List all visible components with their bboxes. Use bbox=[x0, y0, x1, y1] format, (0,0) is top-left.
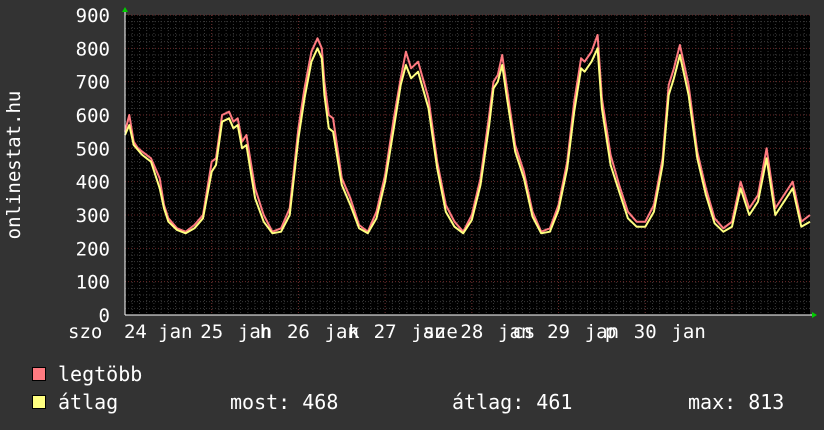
legend-item-atlag: átlag bbox=[32, 390, 118, 414]
y-tick-labels: 0 100 200 300 400 500 600 700 800 900 bbox=[76, 5, 110, 327]
x-axis-arrow-icon bbox=[812, 312, 817, 318]
y-tick-label: 700 bbox=[76, 72, 110, 94]
series-group bbox=[124, 34, 811, 235]
y-axis-arrow-icon bbox=[122, 7, 128, 12]
x-tick-label: 29 bbox=[547, 321, 570, 343]
x-tick-label: h bbox=[260, 321, 271, 343]
x-tick-label: jan bbox=[411, 321, 445, 343]
legend-swatch-legtobb bbox=[32, 367, 46, 381]
series-line-legtobb bbox=[124, 34, 811, 233]
stat-max: max: 813 bbox=[688, 390, 785, 414]
y-tick-label: 500 bbox=[76, 138, 110, 160]
legend-label-legtobb: legtöbb bbox=[58, 362, 143, 386]
y-tick-label: 600 bbox=[76, 105, 110, 127]
stat-average: átlag: 461 bbox=[452, 390, 573, 414]
x-tick-label: jan bbox=[238, 321, 272, 343]
x-tick-label: jan bbox=[498, 321, 532, 343]
y-axis-label: onlinestat.hu bbox=[3, 91, 25, 240]
x-tick-label: k bbox=[348, 321, 360, 343]
y-tick-label: 400 bbox=[76, 172, 110, 194]
y-tick-label: 800 bbox=[76, 38, 110, 60]
y-tick-label: 100 bbox=[76, 272, 110, 294]
x-tick-label: jan bbox=[325, 321, 359, 343]
stat-current: most: 468 bbox=[230, 390, 339, 414]
x-tick-label: 25 bbox=[200, 321, 223, 343]
y-tick-label: 900 bbox=[76, 5, 110, 27]
x-tick-label: 27 bbox=[374, 321, 397, 343]
legend-label-atlag: átlag bbox=[58, 390, 119, 414]
x-tick-label: jan bbox=[585, 321, 619, 343]
legend-swatch-atlag bbox=[32, 395, 46, 409]
plot-area bbox=[125, 15, 810, 315]
legend-item-legtobb: legtöbb bbox=[32, 362, 142, 386]
x-tick-label: 28 bbox=[460, 321, 483, 343]
series-line-atlag bbox=[124, 47, 811, 235]
y-tick-label: 0 bbox=[99, 305, 110, 327]
x-tick-label: 24 bbox=[124, 321, 147, 343]
x-tick-label: jan bbox=[158, 321, 192, 343]
x-tick-label: 26 bbox=[287, 321, 310, 343]
x-tick-label: szo bbox=[68, 321, 102, 343]
x-tick-label: 30 bbox=[634, 321, 657, 343]
x-tick-label: cs bbox=[512, 321, 535, 343]
x-tick-label: jan bbox=[671, 321, 705, 343]
y-tick-label: 300 bbox=[76, 205, 110, 227]
x-tick-label: p bbox=[605, 321, 616, 343]
y-tick-label: 200 bbox=[76, 238, 110, 260]
x-tick-label: sze bbox=[423, 321, 457, 343]
